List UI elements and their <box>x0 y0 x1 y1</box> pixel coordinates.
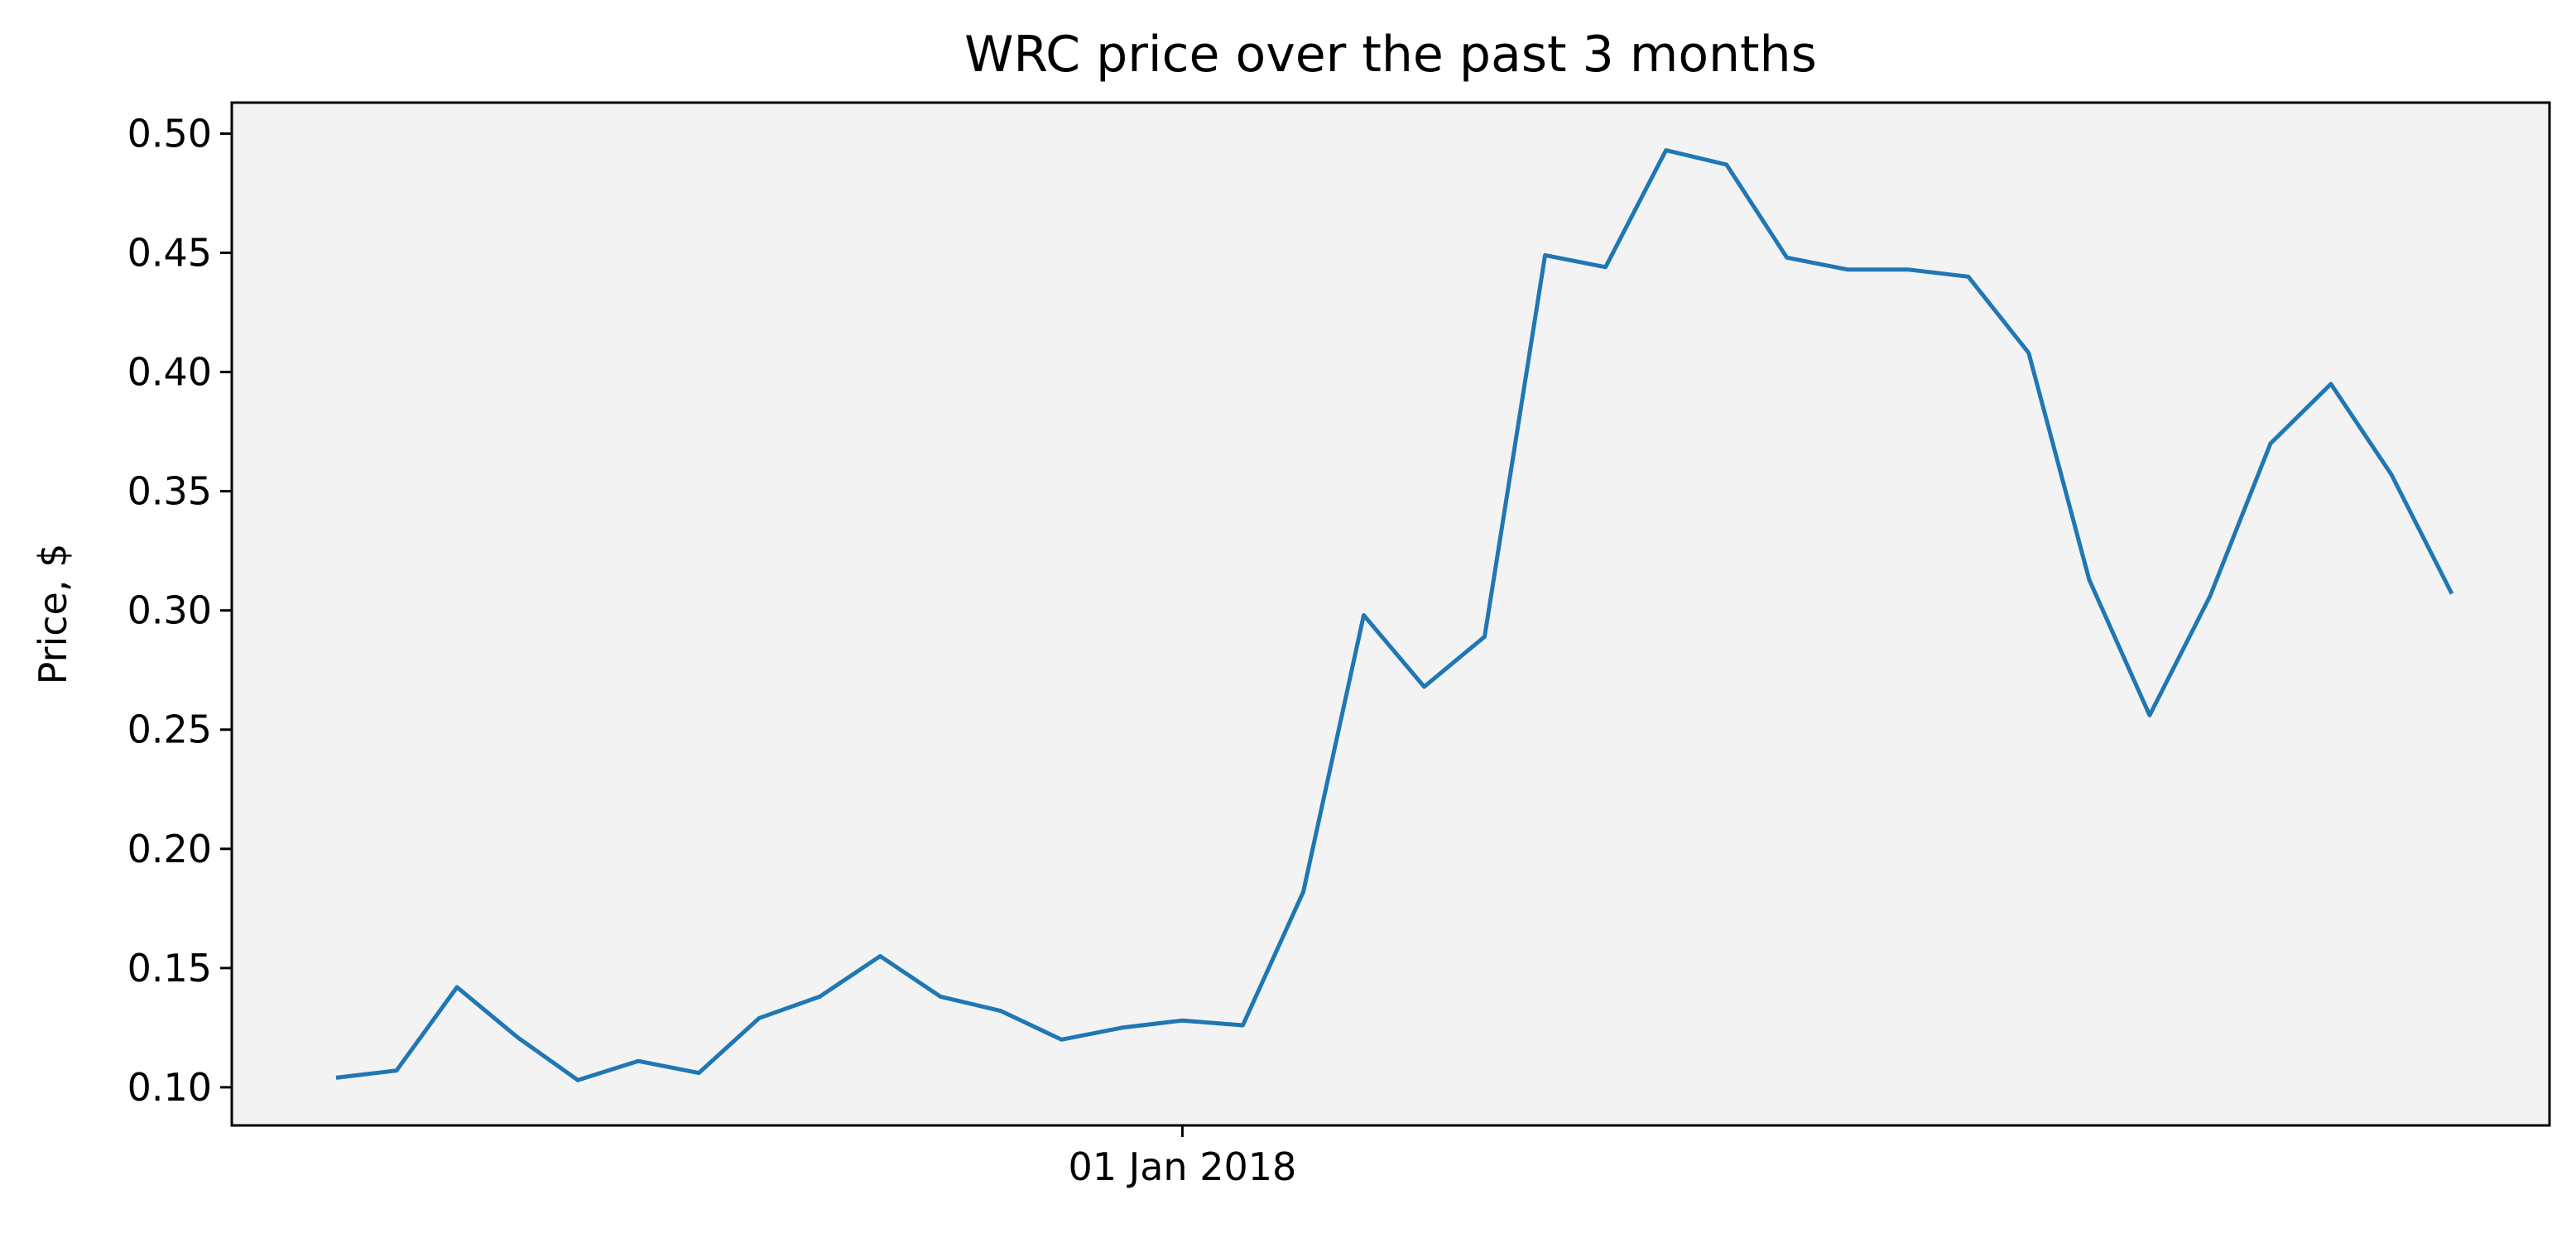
y-tick-label: 0.35 <box>127 469 212 514</box>
y-tick-label: 0.30 <box>127 588 212 633</box>
y-tick-label: 0.40 <box>127 350 212 395</box>
plot-frame <box>230 101 2551 1127</box>
y-axis: 0.10 0.15 0.20 0.25 0.30 0.35 0.40 0.45 0.50 <box>127 111 232 1110</box>
y-tick-label: 0.20 <box>127 827 212 871</box>
x-axis: 01 Jan 2018 <box>1069 1125 1297 1189</box>
x-tick-label: 01 Jan 2018 <box>1069 1144 1297 1189</box>
y-tick-label: 0.25 <box>127 708 212 752</box>
y-axis-label: Price, $ <box>31 544 75 685</box>
y-tick-label: 0.15 <box>127 946 212 991</box>
price-series-line <box>335 148 2454 1082</box>
y-tick-label: 0.45 <box>127 231 212 276</box>
y-tick-label: 0.10 <box>127 1065 212 1110</box>
series-group <box>335 148 2454 1082</box>
y-tick-label: 0.50 <box>127 111 212 156</box>
plot-area <box>232 103 2550 1125</box>
chart-title: WRC price over the past 3 months <box>964 26 1817 84</box>
